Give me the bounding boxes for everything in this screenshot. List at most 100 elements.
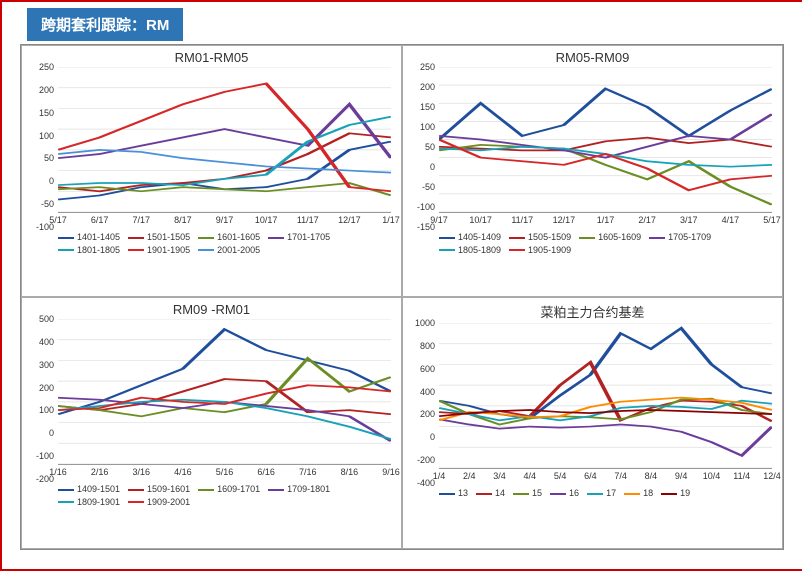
legend-swatch <box>587 493 603 495</box>
x-tick-label: 3/17 <box>680 215 698 225</box>
legend-swatch <box>198 489 214 491</box>
legend-label: 16 <box>569 488 579 498</box>
x-tick-label: 1/17 <box>382 215 400 225</box>
x-tick-label: 7/4 <box>614 471 627 481</box>
x-tick-label: 3/4 <box>493 471 506 481</box>
chart-legend: 1401-1405 1501-1505 1601-1605 1701-1705 1801… <box>28 231 395 256</box>
legend-swatch <box>128 501 144 503</box>
x-tick-label: 5/17 <box>763 215 781 225</box>
chart-title: RM09 -RM01 <box>28 302 395 317</box>
legend-swatch <box>579 237 595 239</box>
legend-label: 1801-1805 <box>77 245 120 255</box>
legend-swatch <box>128 249 144 251</box>
chart-panel: RM09 -RM01-200-10001002003004005001/162/… <box>21 297 402 549</box>
legend-label: 1401-1405 <box>77 232 120 242</box>
y-axis: -400-20002004006008001000 <box>409 323 437 483</box>
legend-label: 1709-1801 <box>287 484 330 494</box>
legend-item: 16 <box>550 487 579 500</box>
chart-title: 菜粕主力合约基差 <box>409 302 776 321</box>
x-axis: 1/162/163/164/165/166/167/168/169/16 <box>58 467 391 479</box>
legend-item: 15 <box>513 487 542 500</box>
legend-label: 1601-1605 <box>217 232 260 242</box>
y-tick-label: 400 <box>420 387 435 397</box>
y-tick-label: 600 <box>420 364 435 374</box>
legend-swatch <box>439 493 455 495</box>
legend-item: 1501-1505 <box>128 231 190 244</box>
chart-title: RM05-RM09 <box>409 50 776 65</box>
legend-label: 1809-1901 <box>77 497 120 507</box>
y-tick-label: 0 <box>49 428 54 438</box>
legend-item: 1801-1805 <box>58 244 120 257</box>
y-tick-label: -200 <box>417 455 435 465</box>
legend-item: 1409-1501 <box>58 483 120 496</box>
chart-legend: 1409-15011509-16011609-17011709-18011809… <box>28 483 395 508</box>
legend-item: 18 <box>624 487 653 500</box>
legend-label: 1901-1905 <box>147 245 190 255</box>
y-tick-label: 100 <box>39 405 54 415</box>
x-tick-label: 7/17 <box>132 215 150 225</box>
plot-area <box>439 67 772 213</box>
x-axis: 9/1710/1711/1712/171/172/173/174/175/17 <box>439 215 772 227</box>
charts-grid: RM01-RM05-100-500501001502002505/176/177… <box>20 44 784 550</box>
legend-swatch <box>439 237 455 239</box>
y-tick-label: -50 <box>422 182 435 192</box>
legend-swatch <box>476 493 492 495</box>
legend-swatch <box>58 237 74 239</box>
x-tick-label: 5/17 <box>49 215 67 225</box>
legend-label: 1501-1505 <box>147 232 190 242</box>
legend-item: 1901-1905 <box>128 244 190 257</box>
legend-label: 1701-1705 <box>287 232 330 242</box>
legend-item: 17 <box>587 487 616 500</box>
y-tick-label: 300 <box>39 360 54 370</box>
legend-label: 1405-1409 <box>458 232 501 242</box>
legend-label: 1505-1509 <box>528 232 571 242</box>
x-tick-label: 10/17 <box>469 215 492 225</box>
legend-item: 1605-1609 <box>579 231 641 244</box>
chart-legend: 1405-1409 1505-1509 1605-1609 1705-1709 1805… <box>409 231 776 256</box>
y-tick-label: 800 <box>420 341 435 351</box>
x-tick-label: 9/4 <box>675 471 688 481</box>
legend-label: 18 <box>643 488 653 498</box>
legend-swatch <box>513 493 529 495</box>
chart-panel: 菜粕主力合约基差-400-200020040060080010001/42/43… <box>402 297 783 549</box>
y-tick-label: 100 <box>420 122 435 132</box>
legend-label: 2001-2005 <box>217 245 260 255</box>
chart-title: RM01-RM05 <box>28 50 395 65</box>
plot-area <box>58 67 391 213</box>
x-tick-label: 4/4 <box>524 471 537 481</box>
x-tick-label: 8/16 <box>341 467 359 477</box>
legend-item: 1705-1709 <box>649 231 711 244</box>
x-tick-label: 11/17 <box>297 215 319 225</box>
x-tick-label: 3/16 <box>132 467 150 477</box>
y-tick-label: 1000 <box>415 318 435 328</box>
legend-item: 1909-2001 <box>128 496 190 509</box>
legend-label: 1705-1709 <box>668 232 711 242</box>
legend-label: 1605-1609 <box>598 232 641 242</box>
plot-area <box>439 323 772 469</box>
legend-item: 1805-1809 <box>439 244 501 257</box>
legend-swatch <box>439 249 455 251</box>
legend-item: 1601-1605 <box>198 231 260 244</box>
x-tick-label: 9/17 <box>430 215 448 225</box>
legend-item: 13 <box>439 487 468 500</box>
legend-label: 1805-1809 <box>458 245 501 255</box>
x-tick-label: 10/17 <box>255 215 278 225</box>
x-tick-label: 9/16 <box>382 467 400 477</box>
y-tick-label: -100 <box>417 202 435 212</box>
legend-label: 1509-1601 <box>147 484 190 494</box>
legend-swatch <box>624 493 640 495</box>
y-tick-label: 200 <box>420 409 435 419</box>
legend-label: 14 <box>495 488 505 498</box>
y-tick-label: 250 <box>420 62 435 72</box>
legend-swatch <box>550 493 566 495</box>
x-tick-label: 12/17 <box>553 215 576 225</box>
y-tick-label: 150 <box>39 108 54 118</box>
legend-swatch <box>198 237 214 239</box>
chart-plot: -400-200020040060080010001/42/43/44/45/4… <box>409 323 776 483</box>
x-tick-label: 12/4 <box>763 471 781 481</box>
legend-label: 19 <box>680 488 690 498</box>
plot-area <box>58 319 391 465</box>
y-tick-label: 50 <box>44 153 54 163</box>
x-tick-label: 12/17 <box>338 215 361 225</box>
y-tick-label: 400 <box>39 337 54 347</box>
